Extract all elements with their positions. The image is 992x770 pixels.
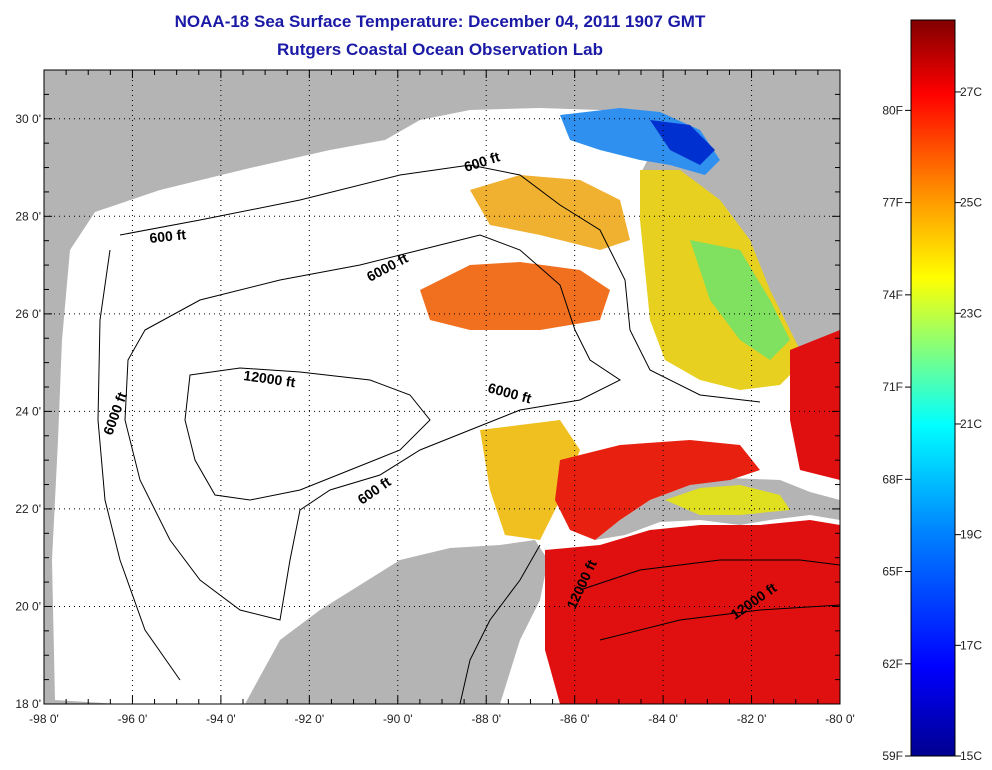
sst-red-caribbean xyxy=(545,520,840,704)
colorbar-label-f: 74F xyxy=(882,288,903,302)
sst-yellow-cuba xyxy=(665,485,790,515)
colorbar-label-f: 62F xyxy=(882,657,903,671)
x-tick-label: -94 0' xyxy=(206,712,236,726)
colorbar-label-f: 80F xyxy=(882,103,903,117)
contour-label: 600 ft xyxy=(149,226,187,246)
colorbar xyxy=(910,19,956,757)
colorbar-label-c: 17C xyxy=(960,638,982,652)
y-tick-label: 18 0' xyxy=(15,697,41,711)
contour-12000ft-carib xyxy=(579,559,840,641)
yucatan-land xyxy=(245,540,548,704)
y-tick-label: 28 0' xyxy=(15,209,41,223)
colorbar-label-c: 19C xyxy=(960,528,982,542)
colorbar-label-c: 15C xyxy=(960,749,982,763)
x-tick-label: -90 0' xyxy=(383,712,413,726)
y-tick-label: 26 0' xyxy=(15,307,41,321)
axis-ticks: -98 0' -96 0' -94 0' -92 0' -90 0' -88 0' -86 … xyxy=(15,69,855,726)
x-tick-label: -82 0' xyxy=(737,712,767,726)
x-tick-label: -98 0' xyxy=(29,712,59,726)
map-subtitle: Rutgers Coastal Ocean Observation Lab xyxy=(277,40,603,59)
sst-yellow-orange-loop xyxy=(480,420,580,540)
sst-florida-mid xyxy=(690,240,790,360)
x-tick-label: -88 0' xyxy=(471,712,501,726)
x-tick-label: -86 0' xyxy=(560,712,590,726)
colorbar-label-c: 25C xyxy=(960,196,982,210)
x-tick-label: -80 0' xyxy=(825,712,855,726)
sst-orange-west xyxy=(420,262,610,330)
y-tick-label: 22 0' xyxy=(15,502,41,516)
mexico-land xyxy=(44,70,840,704)
contour-12000ft xyxy=(184,367,431,501)
sst-orange-north xyxy=(470,175,630,250)
colorbar-label-f: 59F xyxy=(882,749,903,763)
plot-border xyxy=(43,69,841,705)
y-tick-label: 20 0' xyxy=(15,599,41,613)
sst-red-bahamas xyxy=(790,330,840,480)
x-tick-label: -92 0' xyxy=(295,712,325,726)
contour-label: 12000 ft xyxy=(243,367,297,390)
colorbar-label-c: 23C xyxy=(960,306,982,320)
sst-red-loop xyxy=(555,440,760,540)
contour-6000ft xyxy=(124,234,621,621)
graticule xyxy=(44,70,840,704)
colorbar-label-f: 71F xyxy=(882,380,903,394)
contour-600ft xyxy=(97,164,761,704)
y-tick-label: 30 0' xyxy=(15,112,41,126)
colorbar-label-f: 65F xyxy=(882,565,903,579)
colorbar-label-c: 21C xyxy=(960,417,982,431)
colorbar-label-f: 68F xyxy=(882,472,903,486)
colorbar-fahrenheit-labels: 80F 77F 74F 71F 68F 65F 62F 59F xyxy=(882,103,911,763)
colorbar-celsius-labels: 27C 25C 23C 21C 19C 17C 15C xyxy=(955,85,982,763)
y-tick-label: 24 0' xyxy=(15,404,41,418)
x-tick-label: -84 0' xyxy=(648,712,678,726)
florida-land xyxy=(660,100,840,372)
map-title: NOAA-18 Sea Surface Temperature: Decembe… xyxy=(174,12,706,31)
colorbar-label-c: 27C xyxy=(960,85,982,99)
colorbar-label-f: 77F xyxy=(882,196,903,210)
sst-florida-northeast xyxy=(650,120,715,165)
x-tick-label: -96 0' xyxy=(118,712,148,726)
